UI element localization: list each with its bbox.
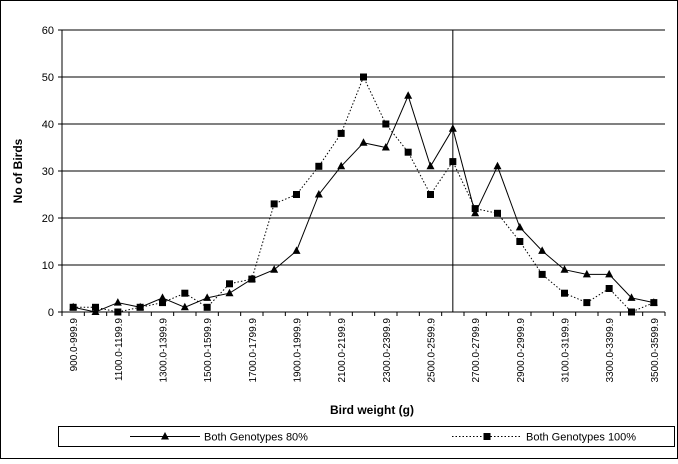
square-marker	[628, 308, 635, 316]
square-marker	[159, 299, 166, 307]
y-axis-label: No of Birds	[11, 138, 25, 203]
square-marker	[382, 120, 390, 128]
x-axis-label: Bird weight (g)	[330, 403, 414, 417]
x-tick-label: 1500.0-1599.9	[203, 318, 214, 383]
square-marker	[516, 238, 524, 245]
square-marker	[650, 299, 658, 307]
triangle-marker	[515, 222, 524, 231]
x-tick-label: 2100.0-2199.9	[337, 318, 348, 383]
square-marker	[494, 209, 501, 217]
x-tick-label: 1300.0-1399.9	[159, 318, 170, 383]
triangle-marker	[337, 161, 346, 170]
triangle-marker	[381, 143, 390, 151]
square-marker	[69, 303, 77, 311]
triangle-marker	[359, 138, 368, 146]
square-marker	[471, 205, 479, 213]
triangle-marker	[158, 293, 167, 301]
x-tick-label: 2700.0-2799.9	[471, 318, 482, 383]
triangle-marker	[404, 91, 413, 99]
series-both-genotypes-100	[69, 73, 658, 316]
x-tick-label: 2300.0-2399.9	[382, 318, 393, 383]
square-marker	[483, 433, 491, 440]
y-tick-label: 40	[42, 119, 54, 131]
square-marker	[538, 270, 546, 278]
square-marker	[226, 280, 233, 288]
triangle-marker	[225, 288, 234, 297]
triangle-marker	[180, 302, 189, 311]
triangle-marker	[113, 298, 122, 306]
x-tick-label: 3100.0-3199.9	[561, 318, 572, 383]
triangle-marker	[627, 293, 636, 301]
axes: 0 10 20 30 40 50 60 900.0-999.9 1100.0-1199.9 130…	[42, 25, 666, 383]
square-marker	[360, 73, 367, 81]
y-tick-label: 0	[48, 307, 54, 319]
legend-box	[58, 426, 675, 447]
square-marker	[114, 308, 122, 316]
square-marker	[136, 303, 144, 311]
triangle-marker	[493, 161, 502, 170]
triangle-marker	[292, 246, 301, 254]
square-marker	[583, 299, 591, 307]
x-tick-label: 1100.0-1199.9	[114, 318, 125, 381]
square-marker	[248, 275, 256, 283]
x-tick-label: 900.0-999.9	[69, 318, 80, 372]
series-line	[73, 75, 655, 313]
y-tick-label: 60	[42, 25, 54, 37]
legend-label: Both Genotypes 100%	[526, 432, 636, 444]
square-marker	[203, 303, 211, 311]
triangle-marker	[314, 190, 323, 198]
triangle-marker	[448, 124, 457, 132]
square-marker	[449, 158, 457, 166]
square-marker	[270, 200, 278, 208]
legend-label: Both Genotypes 80%	[204, 432, 308, 444]
triangle-marker	[538, 246, 547, 254]
square-marker	[92, 303, 99, 311]
square-marker	[315, 162, 323, 170]
y-tick-label: 10	[42, 260, 54, 272]
y-tick-label: 50	[42, 72, 54, 84]
triangle-marker	[161, 432, 169, 440]
x-tick-label: 1700.0-1799.9	[248, 318, 259, 383]
y-tick-label: 20	[42, 213, 54, 225]
x-tick-label: 3300.0-3399.9	[605, 318, 616, 383]
square-marker	[427, 191, 434, 198]
legend-item: Both Genotypes 100%	[452, 432, 636, 444]
square-marker	[404, 148, 412, 156]
x-tick-label: 3500.0-3599.9	[650, 318, 661, 383]
triangle-marker	[203, 293, 212, 301]
triangle-marker	[471, 208, 480, 217]
triangle-marker	[605, 269, 614, 278]
x-tick-label: 2500.0-2599.9	[427, 318, 438, 383]
square-marker	[337, 129, 345, 137]
square-marker	[181, 289, 189, 297]
triangle-marker	[91, 307, 100, 315]
legend-item: Both Genotypes 80%	[130, 432, 308, 444]
triangle-marker	[582, 269, 591, 278]
x-tick-label: 2900.0-2999.9	[516, 318, 527, 383]
y-tick-label: 30	[42, 166, 54, 178]
triangle-marker	[560, 265, 569, 273]
triangle-marker	[426, 161, 435, 170]
x-tick-label: 1900.0-1999.9	[293, 318, 304, 383]
legend: Both Genotypes 80% Both Genotypes 100%	[58, 426, 675, 447]
square-marker	[293, 191, 300, 198]
series-group	[69, 73, 658, 316]
triangle-marker	[270, 265, 279, 273]
square-marker	[605, 285, 613, 292]
square-marker	[561, 289, 568, 297]
